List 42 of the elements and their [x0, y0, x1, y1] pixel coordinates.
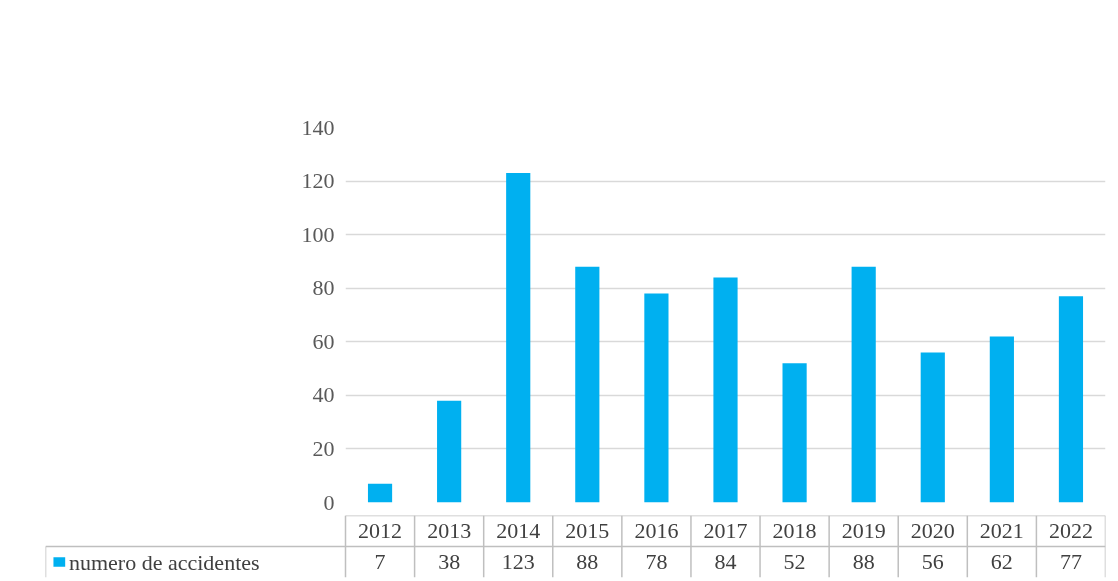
data-label: 78 [645, 549, 668, 574]
bar [506, 173, 531, 503]
x-tick-label: 2014 [496, 518, 541, 543]
bar [1058, 296, 1084, 503]
bar [782, 363, 807, 503]
y-tick-label: 100 [301, 221, 335, 247]
y-tick-label: 140 [301, 114, 335, 140]
data-label: 77 [1059, 549, 1082, 574]
bar [644, 293, 669, 503]
bar [989, 336, 1014, 503]
y-tick-label: 0 [323, 489, 335, 515]
data-label: 56 [921, 549, 944, 574]
x-tick-label: 2022 [1048, 518, 1093, 543]
data-label: 38 [438, 549, 461, 574]
x-tick-label: 2016 [634, 518, 679, 543]
y-tick-label: 40 [312, 382, 335, 408]
x-tick-label: 2017 [703, 518, 748, 543]
x-tick-label: 2015 [565, 518, 610, 543]
x-tick-label: 2012 [358, 518, 403, 543]
bar [920, 352, 945, 503]
data-label: 88 [576, 549, 599, 574]
x-tick-label: 2020 [910, 518, 955, 543]
legend-label: numero de accidentes [68, 549, 260, 575]
data-label: 52 [783, 549, 806, 574]
bar [437, 400, 462, 503]
y-tick-label: 80 [312, 275, 335, 301]
x-tick-label: 2018 [772, 518, 817, 543]
bar [851, 266, 876, 503]
data-label: 62 [990, 549, 1013, 574]
x-tick-label: 2013 [427, 518, 472, 543]
y-tick-label: 60 [312, 328, 335, 354]
data-label: 84 [714, 549, 737, 574]
x-tick-label: 2021 [979, 518, 1024, 543]
bar [575, 266, 600, 503]
data-label: 7 [374, 549, 386, 574]
y-tick-label: 20 [312, 435, 335, 461]
data-label: 88 [852, 549, 875, 574]
y-tick-label: 120 [301, 168, 335, 194]
data-label: 123 [501, 549, 535, 574]
x-tick-label: 2019 [841, 518, 886, 543]
bar [367, 483, 393, 503]
bar [713, 277, 738, 503]
